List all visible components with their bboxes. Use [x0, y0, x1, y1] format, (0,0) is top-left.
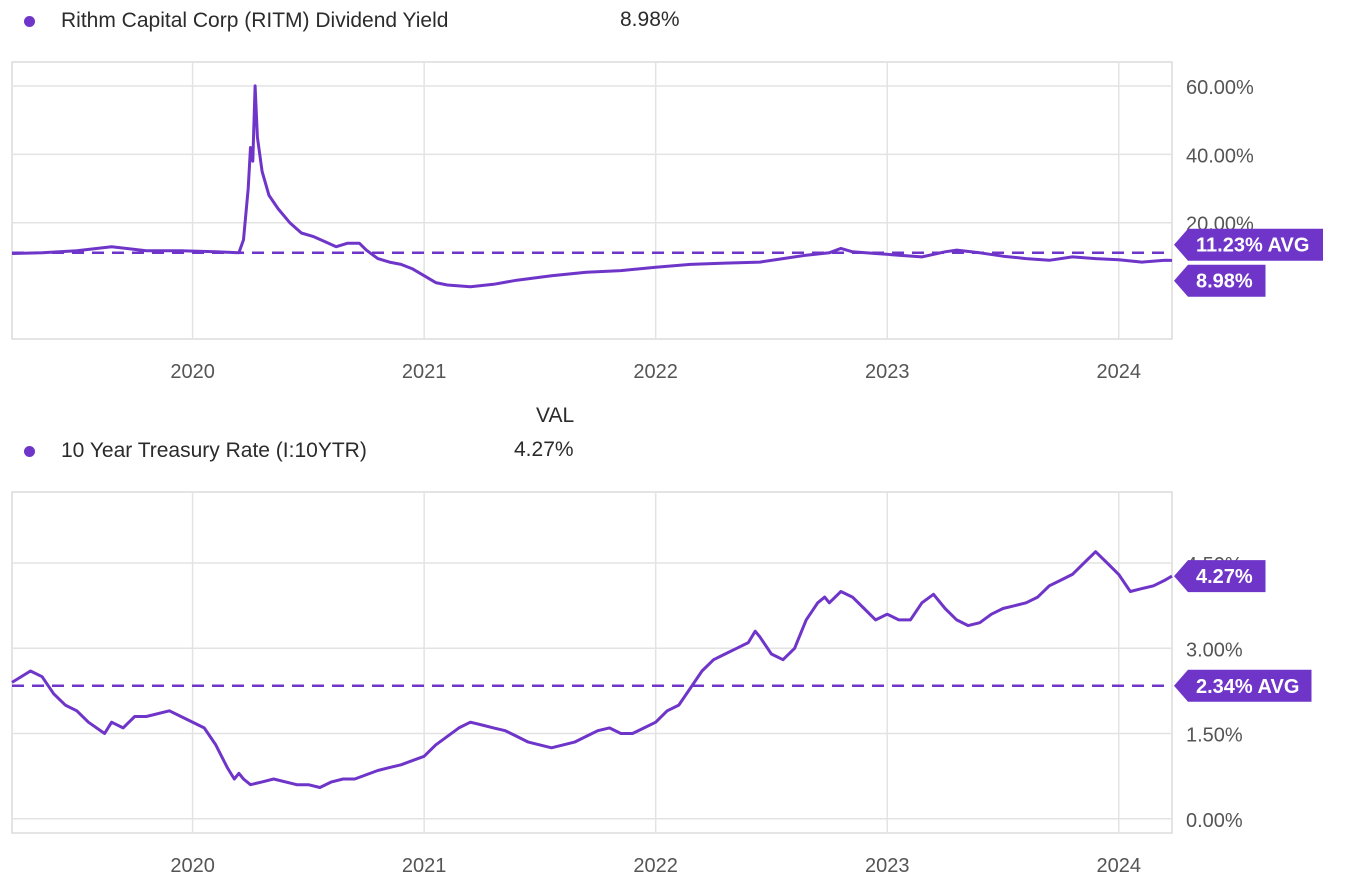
y-tick-label: 1.50%	[1186, 725, 1243, 747]
legend-label-10ytr: 10 Year Treasury Rate (I:10YTR)	[61, 439, 367, 462]
last-value-tag: 8.98%	[1174, 264, 1266, 297]
y-tick-label: 3.00%	[1186, 639, 1243, 661]
plot-frame	[11, 61, 1173, 340]
x-tick-label: 2023	[865, 855, 910, 877]
legend-row-ritm: Rithm Capital Corp (RITM) Dividend Yield	[24, 6, 448, 36]
value-column-header: VAL	[536, 404, 575, 427]
series-line-ritm	[11, 84, 1173, 289]
legend-row-10ytr: 10 Year Treasury Rate (I:10YTR)	[24, 436, 367, 466]
legend-label-ritm: Rithm Capital Corp (RITM) Dividend Yield	[61, 9, 449, 32]
plot-frame	[11, 491, 1173, 834]
last-value-tag: 4.27%	[1174, 560, 1266, 593]
last-value-tag-shape	[1174, 560, 1266, 593]
x-tick-label: 2021	[402, 855, 447, 877]
avg-tag-text: 11.23% AVG	[1196, 235, 1309, 257]
y-tick-label: 40.00%	[1186, 145, 1254, 167]
y-tick-label: 60.00%	[1186, 77, 1254, 99]
x-tick-label: 2023	[865, 361, 910, 383]
y-tick-label: 0.00%	[1186, 810, 1243, 832]
x-tick-label: 2022	[633, 855, 678, 877]
legend-value-ritm: 8.98%	[620, 8, 680, 31]
y-tick-label: 4.50%	[1186, 554, 1243, 576]
x-tick-label: 2020	[170, 361, 215, 383]
avg-tag: 2.34% AVG	[1174, 669, 1312, 702]
legend-dot-10ytr	[24, 445, 35, 457]
x-tick-label: 2021	[402, 361, 447, 383]
series-line-10ytr	[11, 550, 1173, 789]
avg-tag-shape	[1174, 669, 1312, 702]
x-tick-label: 2022	[633, 361, 678, 383]
avg-tag-text: 2.34% AVG	[1196, 676, 1299, 698]
avg-tag: 11.23% AVG	[1174, 228, 1323, 261]
x-tick-label: 2024	[1096, 855, 1141, 877]
last-value-tag-shape	[1174, 264, 1266, 297]
last-value-tag-text: 4.27%	[1196, 566, 1253, 588]
avg-tag-shape	[1174, 228, 1323, 261]
last-value-tag-text: 8.98%	[1196, 271, 1253, 293]
legend-dot-ritm	[24, 15, 35, 27]
x-tick-label: 2024	[1096, 361, 1141, 383]
legend-value-10ytr: 4.27%	[514, 438, 574, 461]
x-tick-label: 2020	[170, 855, 215, 877]
ritm-dividend-yield-chart: 2020 2021 2022 2023 202420.00%40.00%60.00%11…	[11, 61, 1323, 383]
